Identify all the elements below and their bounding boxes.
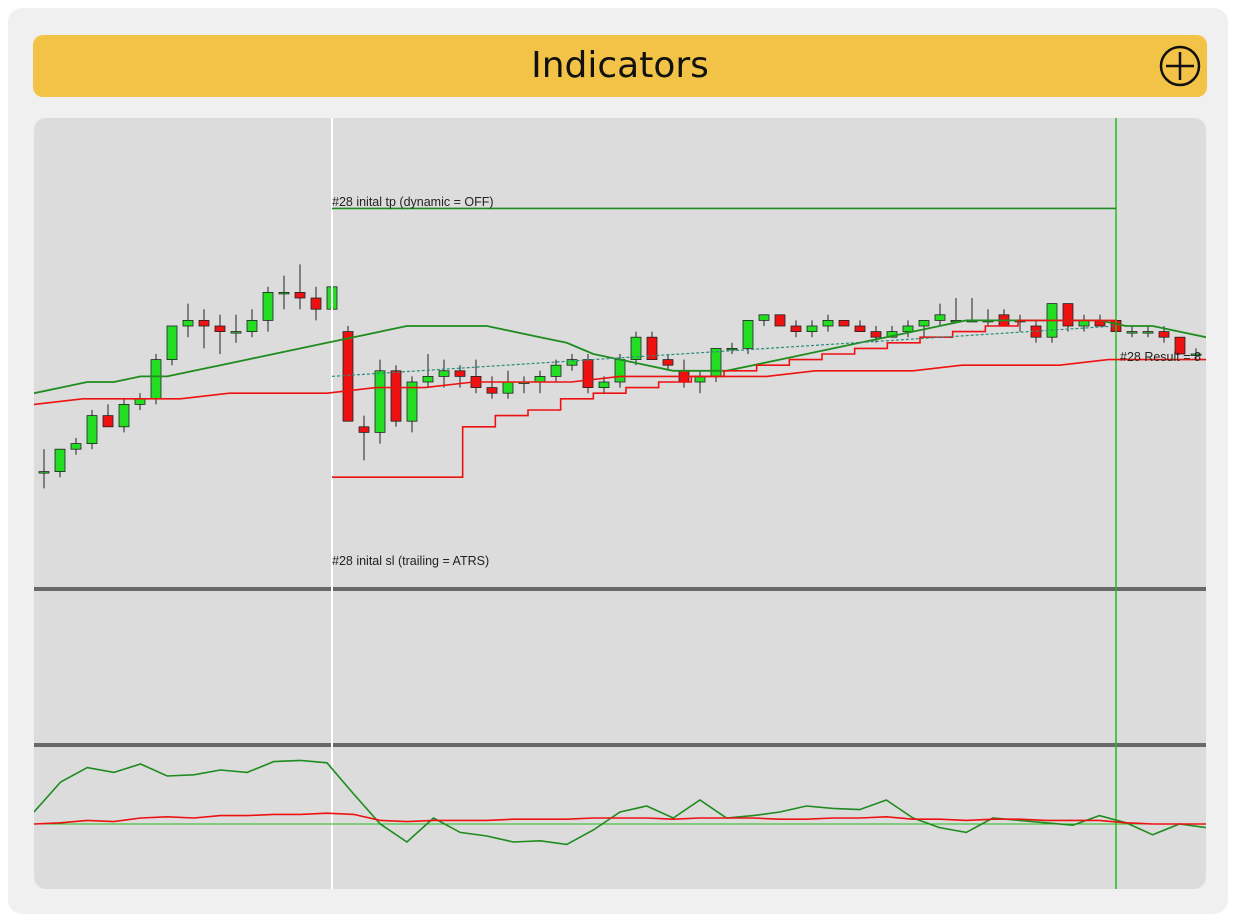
- candle-body: [438, 370, 450, 377]
- candle-body: [70, 443, 82, 450]
- candle-body: [870, 331, 882, 338]
- candle-body: [86, 415, 98, 445]
- candle-body: [550, 364, 562, 377]
- candle-body: [934, 314, 946, 321]
- candle-body: [806, 325, 818, 332]
- panel-title: Indicators: [531, 45, 709, 86]
- candle-body: [1142, 331, 1154, 334]
- candle-body: [502, 381, 514, 394]
- candle-body: [294, 291, 306, 299]
- candle-body: [374, 370, 386, 433]
- candle-body: [230, 331, 242, 334]
- candle-body: [246, 319, 258, 332]
- candle-body: [198, 319, 210, 327]
- candle-body: [1190, 353, 1202, 356]
- candle-body: [1126, 331, 1138, 334]
- candle-body: [742, 319, 754, 349]
- price-chart[interactable]: #28 inital tp (dynamic = OFF) #28 inital…: [34, 118, 1206, 889]
- candle-body: [694, 375, 706, 383]
- sl-annotation: #28 inital sl (trailing = ATRS): [332, 554, 489, 568]
- candle-body: [598, 381, 610, 388]
- candle-body: [54, 448, 66, 473]
- candle-body: [214, 325, 226, 332]
- candle-body: [342, 331, 354, 422]
- candle-body: [422, 375, 434, 383]
- candle-body: [486, 387, 498, 394]
- candle-body: [774, 314, 786, 327]
- candle-body: [38, 471, 50, 474]
- candle-body: [710, 347, 722, 377]
- candle-body: [1174, 336, 1186, 355]
- add-indicator-button[interactable]: [1159, 45, 1201, 87]
- oscillator-slow-line: [34, 812, 1206, 825]
- trade-path-line: [331, 325, 1117, 377]
- candle-body: [630, 336, 642, 360]
- candle-body: [822, 319, 834, 327]
- indicator-lines-layer: [34, 118, 1206, 889]
- oscillator-fast-line: [34, 759, 1206, 846]
- candle-body: [902, 325, 914, 332]
- candle-body: [566, 359, 578, 366]
- candle-body: [582, 359, 594, 389]
- candle-body: [166, 325, 178, 360]
- ma-green-line: [34, 319, 1206, 395]
- candle-body: [838, 319, 850, 327]
- candles-layer: [38, 264, 1202, 489]
- candle-body: [1062, 303, 1074, 327]
- candle-body: [1158, 331, 1170, 338]
- result-annotation: #28 Result = 8: [1120, 350, 1201, 364]
- indicators-header: Indicators: [33, 35, 1207, 97]
- candle-body: [310, 297, 322, 310]
- candle-body: [918, 319, 930, 327]
- circle-plus-icon: [1159, 45, 1201, 87]
- candle-body: [854, 325, 866, 332]
- candle-body: [182, 319, 194, 327]
- candle-body: [726, 347, 738, 351]
- candle-body: [406, 381, 418, 422]
- candle-body: [790, 325, 802, 332]
- candle-body: [150, 359, 162, 400]
- candle-body: [646, 336, 658, 360]
- ma-red-line: [34, 358, 1206, 406]
- candle-body: [390, 370, 402, 422]
- candle-body: [118, 403, 130, 428]
- candle-body: [454, 370, 466, 377]
- tp-annotation: #28 inital tp (dynamic = OFF): [332, 195, 494, 209]
- candle-body: [534, 375, 546, 383]
- candle-body: [358, 426, 370, 433]
- candle-body: [662, 359, 674, 366]
- oscillator-layer: [34, 759, 1206, 846]
- candle-body: [758, 314, 770, 321]
- chart-panel[interactable]: #28 inital tp (dynamic = OFF) #28 inital…: [34, 118, 1206, 889]
- candle-body: [614, 359, 626, 383]
- candle-body: [262, 291, 274, 321]
- candle-body: [102, 415, 114, 428]
- candle-body: [278, 291, 290, 295]
- candle-body: [134, 398, 146, 405]
- trailing-stop-line: [332, 319, 1116, 478]
